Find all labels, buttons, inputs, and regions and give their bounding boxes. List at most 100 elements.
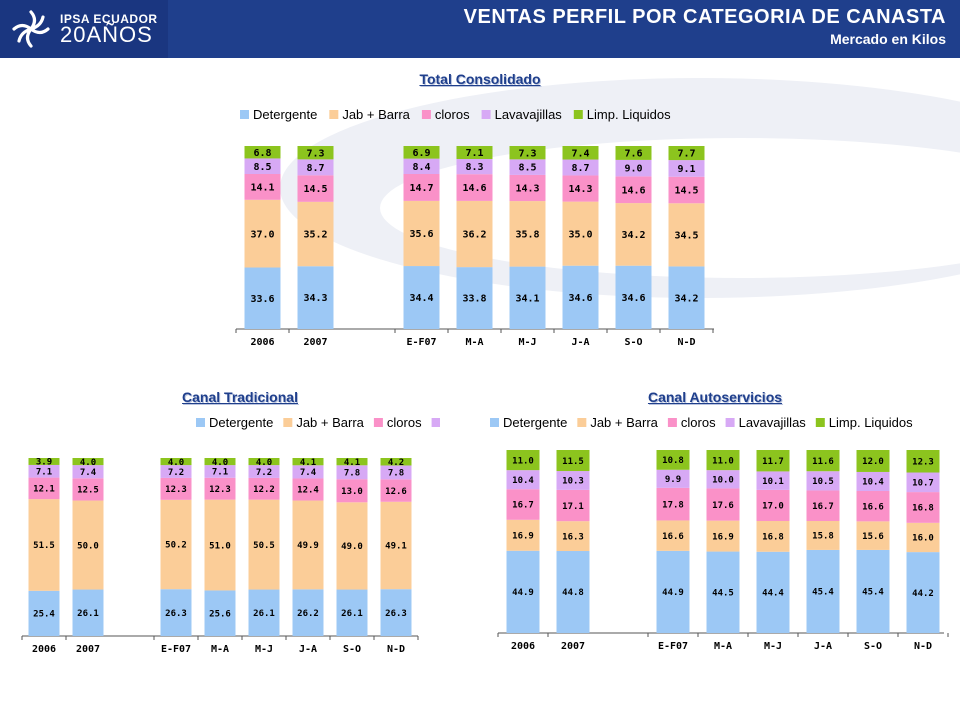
data-label: 12.3 — [912, 457, 934, 467]
bar-segment-cloros-s-o — [615, 176, 652, 204]
data-label: 7.1 — [465, 148, 483, 159]
chart-title-consolidado: Total Consolidado — [419, 71, 541, 87]
data-label: 44.5 — [712, 589, 734, 599]
bar-segment-limp-liquidos-n-d — [668, 146, 705, 161]
legend-label: Jab + Barra — [590, 415, 658, 430]
bar-segment-limp-liquidos-m-j — [756, 450, 790, 472]
data-label: 16.0 — [912, 534, 934, 544]
x-tick-label: 2006 — [511, 641, 535, 652]
legend-swatch — [725, 418, 735, 427]
bar-segment-limp-liquidos-m-j — [248, 458, 280, 466]
chart-title-tradicional: Canal Tradicional — [182, 389, 298, 405]
bar-segment-detergente-j-a — [562, 265, 599, 329]
bar-segment-lavavajillas-m-a — [706, 470, 740, 489]
data-label: 16.6 — [862, 502, 884, 512]
data-label: 13.0 — [341, 487, 363, 497]
data-label: 34.6 — [621, 293, 645, 304]
data-label: 36.2 — [462, 230, 486, 241]
bar-segment-detergente-2007 — [72, 589, 104, 636]
bar-segment-cloros-2007 — [72, 478, 104, 501]
bar-segment-detergente-m-a — [204, 590, 236, 636]
bar-segment-cloros-n-d — [380, 479, 412, 502]
bar-segment-detergente-2006 — [506, 550, 540, 633]
x-tick-label: N-D — [914, 641, 932, 652]
x-tick-label: E-F07 — [658, 641, 688, 652]
bar-segment-limp-liquidos-m-a — [456, 146, 493, 159]
bar-segment-limp-liquidos-2006 — [244, 146, 281, 159]
legend-label: Jab + Barra — [342, 107, 410, 122]
bar-segment-cloros-m-a — [706, 488, 740, 521]
bar-segment-detergente-m-a — [706, 551, 740, 633]
legend-item-jab-barra: Jab + Barra — [283, 415, 365, 430]
bar-segment-jab-barra-e-f07 — [403, 200, 440, 267]
data-label: 14.6 — [462, 183, 486, 194]
data-label: 10.1 — [762, 477, 784, 487]
data-label: 33.8 — [462, 294, 486, 305]
data-label: 10.7 — [912, 479, 934, 489]
data-label: 16.7 — [812, 502, 834, 512]
x-tick-label: 2007 — [303, 337, 327, 348]
data-label: 34.4 — [409, 293, 433, 304]
bar-segment-lavavajillas-j-a — [562, 159, 599, 176]
data-label: 44.2 — [912, 589, 934, 599]
bar-segment-detergente-2006 — [28, 590, 60, 636]
legend-item-lavavajillas: Lavavajillas — [725, 415, 806, 430]
data-label: 37.0 — [250, 229, 274, 240]
data-label: 16.8 — [912, 504, 934, 514]
data-label: 33.6 — [250, 294, 274, 305]
data-label: 35.6 — [409, 229, 433, 240]
legend-label: cloros — [435, 107, 470, 122]
data-label: 14.1 — [250, 183, 274, 194]
legend-swatch — [573, 110, 583, 119]
chart-canal-autoservicios: Detergente Jab + Barra cloros Lavavajillas L… — [490, 415, 949, 652]
bar-segment-lavavajillas-s-o — [615, 159, 652, 177]
legend-swatch — [373, 418, 383, 427]
bar-segment-lavavajillas-s-o — [336, 465, 368, 480]
bar-segment-detergente-m-a — [456, 267, 493, 329]
bar-segment-lavavajillas-m-a — [456, 158, 493, 175]
data-label: 7.8 — [344, 468, 360, 478]
data-label: 4.0 — [168, 458, 184, 468]
bar-segment-limp-liquidos-n-d — [380, 458, 412, 466]
bar-segment-cloros-n-d — [668, 176, 705, 204]
legend-label: Limp. Liquidos — [829, 415, 913, 430]
x-tick-label: 2007 — [76, 644, 100, 655]
data-label: 14.3 — [515, 184, 539, 195]
bar-segment-lavavajillas-2006 — [244, 158, 281, 174]
data-label: 7.8 — [388, 469, 404, 479]
bar-segment-cloros-2007 — [556, 489, 590, 522]
bar-segment-lavavajillas-n-d — [380, 465, 412, 480]
bar-segment-jab-barra-m-a — [204, 499, 236, 591]
data-label: 25.4 — [33, 610, 55, 620]
data-label: 7.1 — [212, 468, 228, 478]
bar-segment-cloros-j-a — [806, 490, 840, 522]
x-tick-label: S-O — [624, 337, 642, 348]
data-label: 35.2 — [303, 230, 327, 241]
bar-segment-jab-barra-m-a — [706, 520, 740, 552]
legend-swatch — [577, 418, 587, 427]
data-label: 7.7 — [677, 149, 695, 160]
data-label: 11.6 — [812, 457, 834, 467]
bar-segment-limp-liquidos-e-f07 — [403, 146, 440, 159]
bar-segment-cloros-j-a — [292, 478, 324, 501]
data-label: 12.6 — [385, 487, 407, 497]
bar-segment-lavavajillas-e-f07 — [656, 469, 690, 488]
bar-segment-cloros-s-o — [336, 479, 368, 503]
x-tick-label: M-J — [518, 337, 536, 348]
bar-segment-limp-liquidos-2007 — [556, 450, 590, 472]
legend-label: Detergente — [253, 107, 317, 122]
data-label: 14.6 — [621, 185, 645, 196]
legend-label: cloros — [681, 415, 716, 430]
bar-segment-lavavajillas-j-a — [806, 471, 840, 491]
x-tick-label: J-A — [299, 644, 317, 655]
legend-swatch — [815, 418, 825, 427]
legend-item-detergente: Detergente — [490, 415, 567, 430]
bar-segment-cloros-e-f07 — [160, 477, 192, 500]
data-label: 49.1 — [385, 542, 407, 552]
bar-segment-cloros-e-f07 — [403, 173, 440, 201]
data-label: 17.1 — [562, 502, 584, 512]
data-label: 17.6 — [712, 501, 734, 511]
data-label: 12.3 — [165, 485, 187, 495]
x-tick-label: E-F07 — [161, 644, 191, 655]
data-label: 8.4 — [412, 162, 430, 173]
